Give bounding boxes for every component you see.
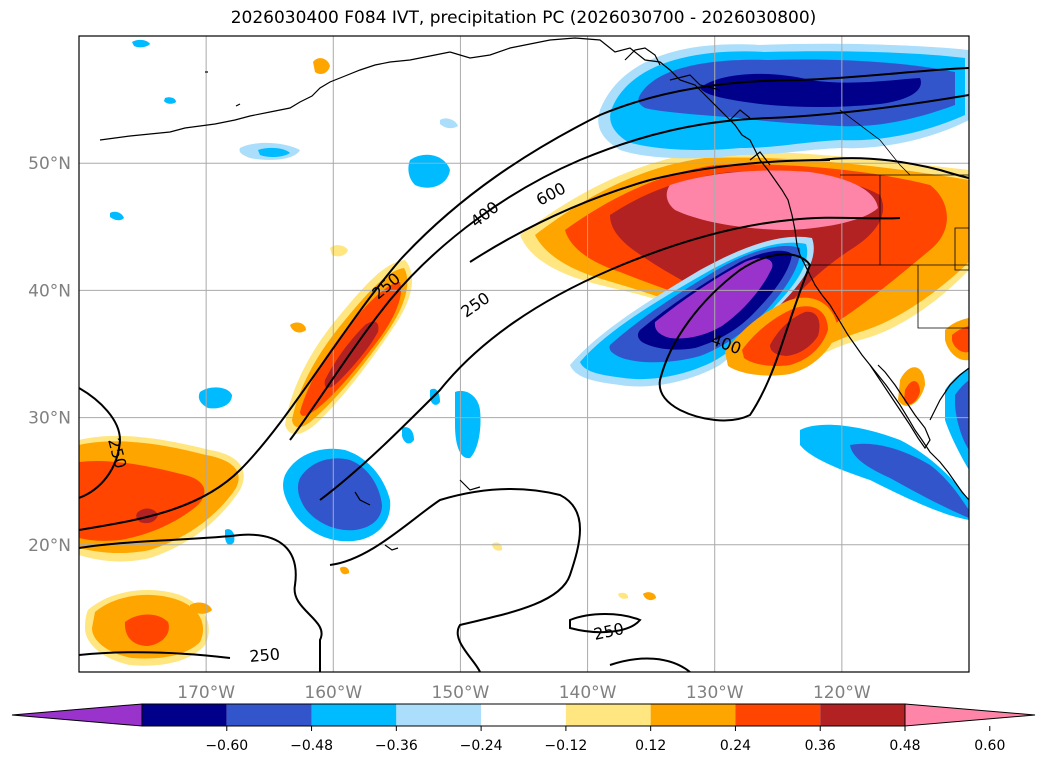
ivt-contour-250-south2: [329, 487, 581, 672]
latitude-labels: 50°N 40°N 30°N 20°N: [28, 154, 71, 556]
ivt-contour-400-lower: [658, 253, 812, 422]
precip-cell: [330, 245, 348, 257]
colorbar-frame: [141, 703, 906, 727]
colorbar-tick-label: 0.24: [720, 738, 751, 754]
coastlines: [99, 37, 969, 551]
colorbar-tick-label: 0.48: [889, 738, 920, 754]
precip-cell: [952, 326, 969, 353]
ivt-contours: [79, 67, 969, 672]
colorbar-tick-label: 0.12: [635, 738, 666, 754]
latitude-label: 50°N: [28, 154, 71, 174]
precip-negative-e-blue: [955, 380, 969, 450]
colorbar-max-extend: [904, 703, 1036, 727]
latitude-label: 40°N: [28, 281, 71, 301]
ivt-contour-250-outer: [79, 67, 969, 531]
longitude-label: 150°W: [432, 683, 490, 703]
colorbar-segment: [650, 704, 736, 726]
contour-label: 250: [249, 644, 281, 666]
precip-cell: [258, 147, 290, 158]
map-frame: [78, 35, 970, 673]
longitude-label: 130°W: [686, 683, 744, 703]
ivt-contour-250-se: [569, 613, 642, 634]
precip-positive-west-red: [79, 460, 205, 541]
precip-negative-south-blue: [297, 458, 382, 531]
ivt-contour-250-south: [319, 216, 901, 501]
colorbar-tick-label: −0.48: [290, 738, 333, 754]
colorbar-segment: [396, 704, 482, 726]
precip-cell: [290, 322, 306, 333]
precip-negative-south-cyan-2: [455, 390, 481, 459]
figure-title: 2026030400 F084 IVT, precipitation PC (2…: [230, 8, 817, 28]
precip-cell: [618, 592, 629, 599]
colorbar-segment: [142, 704, 227, 726]
precip-cell: [313, 58, 330, 74]
precip-cell: [110, 211, 124, 221]
ivt-contour-250-west: [79, 387, 122, 499]
latitude-label: 20°N: [28, 536, 71, 556]
colorbar-tick-label: −0.60: [205, 738, 248, 754]
colorbar-segment: [820, 704, 905, 726]
longitude-label: 120°W: [813, 683, 871, 703]
precip-cell: [402, 427, 414, 444]
colorbar-segment: [481, 704, 566, 726]
precip-cell: [440, 118, 458, 129]
ivt-contour-600: [469, 159, 831, 263]
colorbar-segment: [311, 704, 397, 726]
precip-cell: [904, 381, 920, 405]
colorbar-tick-label: 0.60: [974, 738, 1005, 754]
precip-negative-sw-purple: [654, 258, 773, 339]
colorbar-segment: [565, 704, 651, 726]
colorbar-segment: [226, 704, 312, 726]
colorbar-tick-label: −0.12: [544, 738, 587, 754]
latitude-label: 30°N: [28, 409, 71, 429]
ivt-contour-400: [289, 94, 969, 441]
colorbar-tick-label: −0.36: [375, 738, 418, 754]
colorbar-segment: [735, 704, 821, 726]
precip-negative-south-cyan-3: [198, 387, 232, 409]
longitude-label: 140°W: [559, 683, 617, 703]
precip-positive-coast-pink: [666, 170, 878, 230]
ivt-contour-250-inner: [79, 533, 323, 672]
precip-cell: [643, 592, 656, 601]
colorbar-tick-label: 0.36: [805, 738, 836, 754]
precip-negative-se-blue: [850, 443, 969, 518]
longitude-labels: 170°W 160°W 150°W 140°W 130°W 120°W: [177, 683, 871, 703]
graticule: [79, 36, 969, 672]
ivt-contour-250-se2: [609, 657, 691, 672]
colorbar-tick-label: −0.24: [460, 738, 503, 754]
ivt-contour-250-sw: [79, 651, 231, 659]
state-borders: [805, 109, 969, 329]
precip-positive-sw-red: [124, 614, 169, 646]
ivt-contour-250-far-right: [819, 157, 969, 179]
precip-cell: [340, 566, 350, 575]
longitude-label: 160°W: [304, 683, 362, 703]
precip-cell: [164, 97, 176, 104]
longitude-label: 170°W: [177, 683, 235, 703]
colorbar: −0.60 −0.48 −0.36 −0.24 −0.12 0.12 0.24 0.36 0.4…: [11, 703, 1036, 754]
precip-cell: [132, 39, 150, 48]
colorbar-min-extend: [11, 703, 143, 727]
